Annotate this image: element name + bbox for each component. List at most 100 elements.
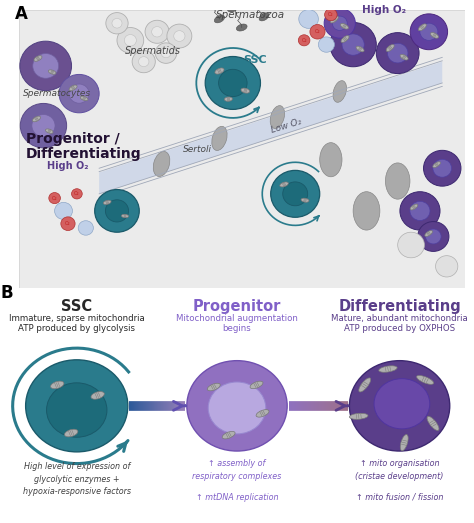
Circle shape — [46, 383, 107, 437]
Ellipse shape — [400, 54, 408, 60]
Circle shape — [283, 182, 308, 206]
Circle shape — [55, 202, 73, 220]
Circle shape — [418, 222, 449, 252]
Text: ↑ mtDNA replication: ↑ mtDNA replication — [196, 493, 278, 502]
Circle shape — [400, 192, 440, 230]
Circle shape — [26, 360, 128, 452]
Circle shape — [145, 20, 169, 43]
Circle shape — [330, 22, 376, 67]
Text: SSC: SSC — [61, 299, 92, 314]
Circle shape — [20, 104, 67, 148]
Circle shape — [410, 201, 430, 221]
Circle shape — [33, 53, 59, 78]
Ellipse shape — [224, 97, 232, 101]
Ellipse shape — [349, 413, 368, 419]
Circle shape — [376, 32, 419, 74]
Circle shape — [117, 28, 144, 53]
Ellipse shape — [400, 435, 408, 451]
Ellipse shape — [222, 431, 235, 439]
Ellipse shape — [212, 127, 227, 151]
Text: Spermatozoa: Spermatozoa — [216, 10, 285, 20]
Ellipse shape — [91, 392, 104, 399]
Text: Progenitor: Progenitor — [193, 299, 281, 314]
Circle shape — [69, 84, 89, 103]
Text: ↑ mito fusion / fission: ↑ mito fusion / fission — [356, 493, 443, 502]
Circle shape — [436, 256, 458, 277]
Circle shape — [420, 23, 438, 40]
Text: ↑ mito organisation
(cristae development): ↑ mito organisation (cristae development… — [356, 459, 444, 481]
Circle shape — [219, 70, 247, 97]
Ellipse shape — [241, 88, 250, 93]
Circle shape — [112, 18, 122, 28]
Ellipse shape — [386, 44, 394, 51]
Circle shape — [310, 25, 325, 39]
Ellipse shape — [425, 231, 432, 236]
Circle shape — [387, 43, 408, 63]
Circle shape — [332, 16, 347, 30]
Circle shape — [167, 24, 192, 48]
Ellipse shape — [215, 68, 224, 74]
Ellipse shape — [214, 15, 225, 23]
Ellipse shape — [280, 182, 288, 187]
Circle shape — [349, 361, 450, 451]
Text: Spermatocytes: Spermatocytes — [23, 89, 91, 98]
Text: High O₂: High O₂ — [362, 5, 406, 16]
Text: ↑ assembly of
respiratory complexes: ↑ assembly of respiratory complexes — [192, 459, 282, 481]
Circle shape — [105, 200, 128, 222]
Text: ATP produced by glycolysis: ATP produced by glycolysis — [18, 324, 135, 333]
Ellipse shape — [359, 378, 371, 392]
Text: B: B — [0, 283, 13, 302]
Ellipse shape — [51, 381, 64, 389]
Circle shape — [426, 229, 441, 244]
Ellipse shape — [259, 13, 269, 21]
Text: O₂: O₂ — [74, 191, 80, 196]
Ellipse shape — [410, 204, 418, 210]
Ellipse shape — [80, 96, 88, 100]
Text: SSC: SSC — [243, 54, 267, 64]
Circle shape — [161, 49, 171, 58]
Ellipse shape — [301, 198, 309, 202]
Ellipse shape — [34, 55, 42, 61]
Circle shape — [424, 150, 461, 186]
Text: Spermatids: Spermatids — [125, 46, 181, 56]
Ellipse shape — [340, 24, 348, 29]
Circle shape — [433, 160, 452, 177]
Circle shape — [208, 382, 266, 434]
Circle shape — [132, 51, 155, 73]
Text: High O₂: High O₂ — [47, 161, 89, 171]
Ellipse shape — [64, 429, 78, 437]
Text: O₂: O₂ — [52, 196, 57, 201]
Ellipse shape — [256, 410, 269, 417]
Ellipse shape — [33, 116, 41, 122]
Circle shape — [205, 56, 260, 109]
Ellipse shape — [228, 5, 238, 12]
Polygon shape — [99, 62, 442, 194]
Ellipse shape — [46, 129, 53, 133]
Circle shape — [374, 379, 430, 429]
Circle shape — [187, 361, 287, 451]
Circle shape — [410, 14, 447, 50]
Ellipse shape — [237, 24, 247, 31]
Circle shape — [20, 41, 72, 90]
Circle shape — [398, 232, 424, 258]
Text: ATP produced by OXPHOS: ATP produced by OXPHOS — [344, 324, 455, 333]
Ellipse shape — [319, 143, 342, 177]
Circle shape — [72, 189, 82, 199]
Text: Sertoli: Sertoli — [182, 144, 212, 154]
Text: A: A — [15, 5, 27, 23]
Circle shape — [106, 13, 128, 34]
Text: O₂: O₂ — [328, 12, 334, 17]
Ellipse shape — [419, 24, 426, 31]
Circle shape — [49, 192, 60, 203]
Circle shape — [59, 74, 99, 113]
Circle shape — [124, 35, 137, 46]
Text: Differentiating: Differentiating — [338, 299, 461, 314]
Circle shape — [78, 221, 93, 235]
Ellipse shape — [270, 106, 284, 129]
Circle shape — [298, 35, 310, 46]
Circle shape — [32, 115, 55, 137]
Ellipse shape — [330, 16, 338, 23]
Ellipse shape — [48, 70, 56, 74]
Ellipse shape — [417, 376, 434, 384]
Ellipse shape — [333, 81, 346, 103]
